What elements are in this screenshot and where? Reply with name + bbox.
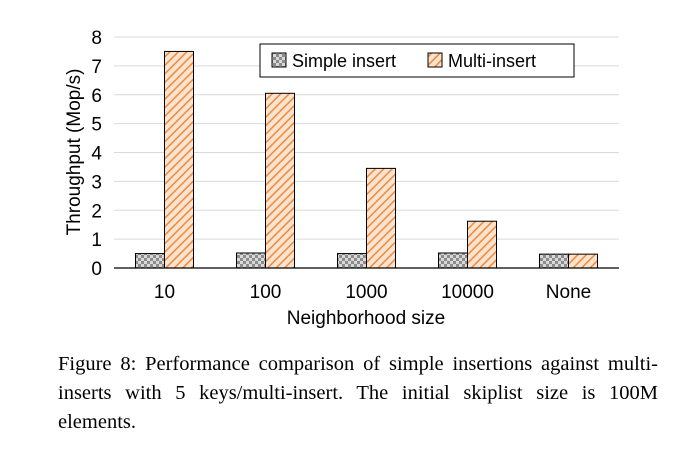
x-tick-label: None [546, 282, 591, 303]
x-tick-label: 100 [250, 282, 282, 303]
legend-swatch-simple-insert [271, 52, 287, 68]
y-tick-label: 5 [91, 115, 102, 136]
y-tick-label: 3 [91, 172, 102, 193]
bar-simple-insert [236, 252, 266, 269]
bar-simple-insert [135, 253, 165, 269]
bar-multi-insert [568, 253, 598, 269]
legend: Simple insert Multi-insert [259, 43, 575, 78]
bars [135, 50, 598, 269]
y-tick-label: 6 [91, 86, 102, 107]
y-axis-ticks: 0 1 2 3 4 5 6 7 8 [91, 28, 102, 280]
bar-multi-insert [467, 220, 497, 269]
bar-chart: 0 1 2 3 4 5 6 7 8 10 100 1000 10000 None Throughput … [64, 28, 619, 329]
x-tick-label: 1000 [345, 282, 387, 303]
x-tick-label: 10 [154, 282, 175, 303]
y-tick-label: 0 [91, 259, 102, 280]
y-tick-label: 4 [91, 144, 102, 165]
bar-simple-insert [539, 253, 569, 269]
x-axis-title: Neighborhood size [287, 308, 445, 329]
y-axis-title: Throughput (Mop/s) [64, 69, 85, 236]
legend-swatch-multi-insert [427, 52, 443, 68]
y-tick-label: 8 [91, 28, 102, 49]
bar-multi-insert [366, 167, 396, 269]
y-tick-label: 1 [91, 230, 102, 251]
legend-label-simple-insert: Simple insert [292, 51, 396, 71]
legend-label-multi-insert: Multi-insert [448, 51, 536, 71]
bar-multi-insert [164, 50, 194, 269]
bar-simple-insert [438, 252, 468, 269]
x-tick-label: 10000 [441, 282, 494, 303]
x-axis-ticks: 10 100 1000 10000 None [154, 282, 591, 303]
y-tick-label: 7 [91, 57, 102, 78]
bar-multi-insert [265, 92, 295, 269]
legend-box [259, 43, 575, 78]
y-tick-label: 2 [91, 201, 102, 222]
bar-simple-insert [337, 253, 367, 269]
figure-caption: Figure 8: Performance comparison of simp… [58, 353, 658, 433]
